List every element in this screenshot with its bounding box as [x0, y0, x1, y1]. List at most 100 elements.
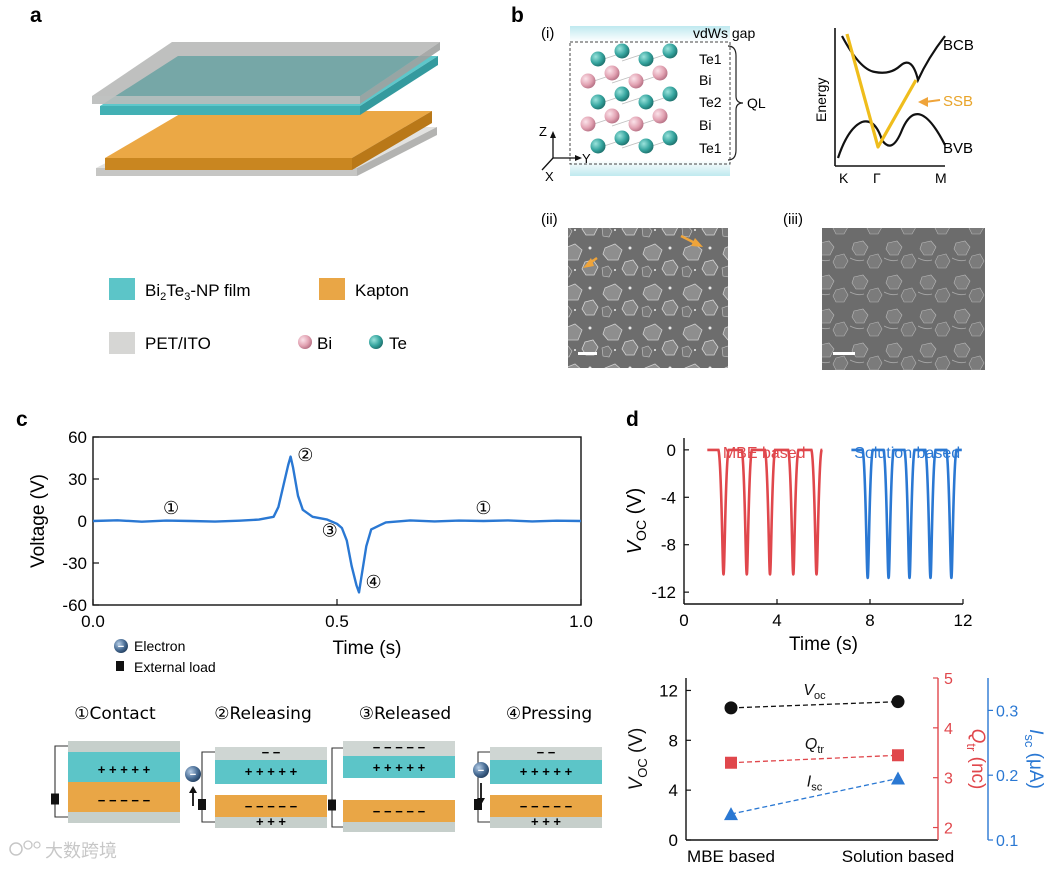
legend-swatch-pet	[109, 332, 135, 354]
electron-icon	[114, 639, 128, 653]
left-axis-label: VOC (V)	[626, 728, 650, 791]
kapton-layer	[490, 795, 602, 817]
series-connector	[730, 701, 899, 709]
bi-atom	[652, 108, 668, 124]
sub-label-iii: (iii)	[783, 211, 803, 228]
energy-axis-label: Energy	[813, 78, 829, 122]
top-pet-top	[92, 42, 440, 96]
flow-arrow-head	[477, 798, 485, 805]
data-point-qtr	[725, 756, 737, 769]
y-tick-label: -8	[661, 536, 676, 555]
unit-cell-box	[569, 41, 731, 165]
bi-atom	[604, 108, 620, 124]
electron-symbol: −	[478, 765, 484, 777]
x-axis-label: Time (s)	[789, 634, 858, 655]
bi-atom	[580, 73, 596, 89]
film-layer	[215, 760, 327, 784]
panel-a-legend: Bi2Te3-NP film Kapton PET/ITO Bi Te	[109, 278, 409, 354]
charge-row: − − − − −	[373, 740, 426, 755]
right1-tick-label: 2	[944, 821, 953, 838]
external-load-icon	[328, 799, 336, 811]
circuit-wire	[54, 745, 68, 818]
bvb-label: BVB	[943, 140, 973, 157]
bottom-electrode	[490, 817, 602, 828]
series-label: Qtr	[805, 736, 825, 756]
panel-letter-c: c	[16, 408, 28, 431]
stage-annotation: ②	[297, 445, 313, 466]
series-legend-label: Solution based	[854, 445, 960, 462]
voltage-series-line	[92, 455, 582, 594]
top-pet-side	[360, 42, 440, 104]
stage-label: ②Releasing	[214, 704, 312, 724]
layer-label: Bi	[699, 72, 711, 88]
circuit-wire	[331, 747, 343, 828]
x-tick-label: 4	[772, 611, 781, 630]
stage-label: ①Contact	[74, 704, 156, 724]
electron-icon	[473, 762, 489, 778]
charge-row: − −	[262, 745, 281, 760]
circuit-wire	[477, 751, 490, 823]
te-atom	[638, 138, 654, 154]
charge-row: − − − − −	[245, 799, 298, 814]
x-tick-label: 0.0	[81, 612, 105, 631]
legend-label-pet: PET/ITO	[145, 334, 211, 353]
series-connector	[730, 777, 899, 815]
stage-label: ③Released	[359, 704, 451, 724]
performance-comparison-chart: 0 4 8 12 2 3 4 5 0.1 0.2 0.3 MBE based Solution base…	[626, 671, 1046, 866]
electron-symbol: −	[118, 641, 124, 653]
axes-triad: Z Y X	[539, 124, 591, 184]
legend-electron-label: Electron	[134, 638, 185, 654]
film-front	[100, 106, 360, 115]
bcb-curve	[841, 35, 946, 84]
bottom-pet-side	[357, 127, 437, 176]
legend-bi-atom-icon	[298, 335, 312, 349]
legend-load-label: External load	[134, 659, 216, 675]
layer-label: Te1	[699, 140, 722, 156]
atom-lattice	[580, 43, 678, 154]
ssb-arrow-head	[918, 97, 928, 107]
electron-symbol: −	[190, 769, 196, 781]
k-point-label: M	[935, 170, 947, 186]
x-tick-label: 8	[865, 611, 874, 630]
sem-images: (ii) (iii)	[541, 211, 985, 370]
top-electrode	[343, 741, 455, 756]
kapton-top	[105, 111, 432, 158]
external-load-icon	[116, 661, 124, 671]
voc-series-line	[707, 448, 823, 576]
x-axis-label: Time (s)	[333, 638, 402, 659]
y-tick-label: -60	[62, 596, 87, 615]
te-atom	[590, 94, 606, 110]
film-side	[360, 56, 438, 115]
data-point-isc	[724, 807, 738, 821]
left-tick-label: 8	[669, 731, 678, 750]
kapton-layer	[343, 800, 455, 822]
crystal-structure: (i) vdWs gap Te1 Bi Te2 Bi Te1 QL Z Y X	[539, 25, 766, 184]
vdws-gap-label: vdWs gap	[693, 25, 755, 41]
axis-y-label: Y	[582, 151, 591, 166]
data-point-isc	[891, 771, 905, 785]
te-atom	[590, 138, 606, 154]
charge-row: − − − − −	[373, 804, 426, 819]
vdws-gap-bottom	[570, 160, 730, 176]
y-tick-label: -4	[661, 488, 676, 507]
series-label: Voc	[803, 682, 826, 702]
voltage-time-chart: 60 30 0 -30 -600.0 0.5 1.0 Voltage (V) Time (s) ①…	[28, 428, 593, 659]
legend-label-te: Te	[389, 334, 407, 353]
te-atom	[638, 94, 654, 110]
legend-swatch-film	[109, 278, 135, 300]
right2-tick-label: 0.2	[996, 768, 1018, 785]
x-tick-label: 0.5	[325, 612, 349, 631]
right2-tick-label: 0.1	[996, 833, 1018, 850]
kapton-layer	[68, 782, 180, 812]
ql-brace	[727, 45, 744, 161]
charge-row: − − − − −	[520, 799, 573, 814]
sem-image-solution	[822, 228, 985, 370]
top-electrode	[68, 741, 180, 752]
right1-axis-label: Qtr (nc)	[964, 729, 988, 790]
k-point-label: K	[839, 170, 849, 186]
bi-atom	[652, 65, 668, 81]
bi-atom	[628, 73, 644, 89]
device-stack-illustration	[92, 42, 440, 176]
te-atom	[662, 43, 678, 59]
kapton-side	[352, 111, 432, 170]
